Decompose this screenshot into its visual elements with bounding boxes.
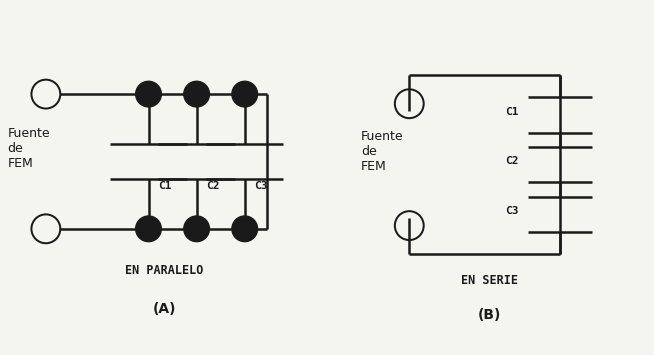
- Text: EN PARALELO: EN PARALELO: [126, 264, 204, 277]
- Text: (A): (A): [153, 302, 177, 316]
- Text: (B): (B): [478, 308, 501, 322]
- Text: Fuente
de
FEM: Fuente de FEM: [7, 127, 50, 170]
- Text: C2: C2: [206, 181, 220, 191]
- Text: C1: C1: [505, 107, 519, 117]
- Text: C1: C1: [158, 181, 171, 191]
- Text: C3: C3: [254, 181, 268, 191]
- Circle shape: [232, 216, 258, 242]
- Circle shape: [135, 216, 162, 242]
- Text: Fuente
de
FEM: Fuente de FEM: [361, 130, 404, 173]
- Circle shape: [184, 216, 209, 242]
- Text: C3: C3: [505, 206, 519, 216]
- Circle shape: [232, 81, 258, 107]
- Circle shape: [135, 81, 162, 107]
- Text: C2: C2: [505, 157, 519, 166]
- Text: EN SERIE: EN SERIE: [461, 274, 518, 286]
- Circle shape: [184, 81, 209, 107]
